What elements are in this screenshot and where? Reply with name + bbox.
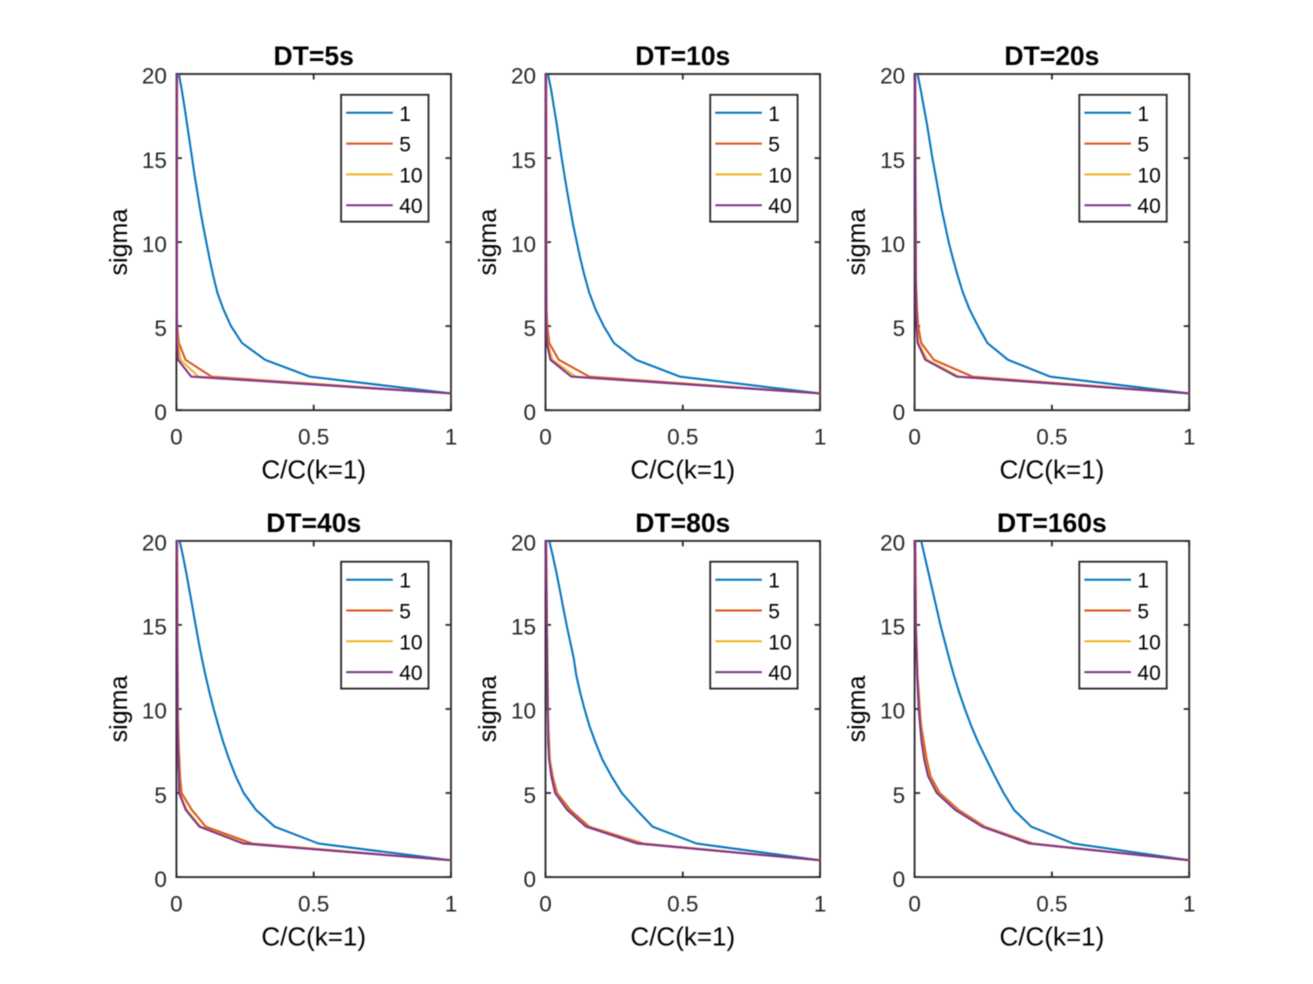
svg-text:DT=160s: DT=160s: [997, 508, 1107, 538]
svg-text:5: 5: [1137, 601, 1149, 624]
svg-text:10: 10: [511, 232, 536, 257]
svg-text:0: 0: [539, 425, 552, 450]
svg-text:10: 10: [142, 699, 167, 724]
svg-text:10: 10: [399, 164, 422, 187]
svg-text:0.5: 0.5: [298, 892, 329, 917]
svg-text:C/C(k=1): C/C(k=1): [1000, 922, 1105, 952]
svg-text:C/C(k=1): C/C(k=1): [630, 922, 735, 952]
svg-text:15: 15: [142, 615, 167, 640]
svg-text:0.5: 0.5: [667, 425, 698, 450]
svg-text:5: 5: [768, 601, 780, 624]
svg-text:1: 1: [768, 570, 780, 593]
svg-text:20: 20: [511, 64, 536, 89]
svg-text:5: 5: [399, 134, 411, 157]
svg-text:10: 10: [768, 631, 791, 654]
svg-text:5: 5: [523, 783, 536, 808]
svg-text:0: 0: [523, 400, 536, 425]
svg-text:0: 0: [539, 892, 552, 917]
svg-text:0.5: 0.5: [1036, 892, 1067, 917]
svg-text:C/C(k=1): C/C(k=1): [261, 922, 366, 952]
svg-text:10: 10: [1137, 631, 1160, 654]
svg-text:0: 0: [908, 425, 921, 450]
svg-text:40: 40: [768, 195, 791, 218]
svg-text:0.5: 0.5: [667, 892, 698, 917]
svg-text:5: 5: [523, 316, 536, 341]
svg-text:sigma: sigma: [843, 209, 871, 276]
svg-text:20: 20: [142, 64, 167, 89]
svg-text:0: 0: [170, 425, 183, 450]
svg-text:1: 1: [814, 425, 827, 450]
svg-text:0: 0: [523, 867, 536, 892]
svg-text:0: 0: [908, 892, 921, 917]
svg-text:1: 1: [445, 892, 458, 917]
svg-text:15: 15: [142, 148, 167, 173]
svg-text:15: 15: [880, 615, 905, 640]
svg-text:1: 1: [399, 103, 411, 126]
svg-text:DT=40s: DT=40s: [266, 508, 361, 538]
svg-text:0: 0: [893, 867, 906, 892]
svg-text:20: 20: [511, 531, 536, 556]
svg-text:10: 10: [399, 631, 422, 654]
svg-text:0.5: 0.5: [298, 425, 329, 450]
svg-text:15: 15: [880, 148, 905, 173]
svg-text:1: 1: [1137, 103, 1149, 126]
svg-text:sigma: sigma: [474, 209, 502, 276]
svg-text:C/C(k=1): C/C(k=1): [630, 455, 735, 485]
svg-text:20: 20: [880, 531, 905, 556]
svg-text:sigma: sigma: [105, 676, 133, 743]
svg-text:1: 1: [445, 425, 458, 450]
svg-text:40: 40: [399, 195, 422, 218]
svg-text:1: 1: [768, 103, 780, 126]
svg-text:sigma: sigma: [474, 676, 502, 743]
svg-text:1: 1: [814, 892, 827, 917]
svg-text:C/C(k=1): C/C(k=1): [1000, 455, 1105, 485]
svg-text:5: 5: [154, 783, 167, 808]
svg-text:5: 5: [154, 316, 167, 341]
svg-text:DT=5s: DT=5s: [274, 41, 354, 71]
svg-text:DT=80s: DT=80s: [635, 508, 730, 538]
svg-text:10: 10: [768, 164, 791, 187]
svg-text:0: 0: [154, 867, 167, 892]
svg-text:20: 20: [142, 531, 167, 556]
svg-text:10: 10: [880, 699, 905, 724]
svg-text:15: 15: [511, 615, 536, 640]
svg-text:0: 0: [154, 400, 167, 425]
svg-text:10: 10: [880, 232, 905, 257]
svg-text:15: 15: [511, 148, 536, 173]
svg-text:10: 10: [142, 232, 167, 257]
svg-text:5: 5: [1137, 134, 1149, 157]
svg-text:0: 0: [170, 892, 183, 917]
svg-text:5: 5: [893, 783, 906, 808]
svg-text:5: 5: [399, 601, 411, 624]
svg-text:10: 10: [511, 699, 536, 724]
svg-text:5: 5: [768, 134, 780, 157]
svg-text:0: 0: [893, 400, 906, 425]
svg-text:40: 40: [1137, 195, 1160, 218]
svg-text:1: 1: [1183, 892, 1196, 917]
svg-text:40: 40: [768, 662, 791, 685]
svg-text:1: 1: [1137, 570, 1149, 593]
svg-text:5: 5: [893, 316, 906, 341]
svg-text:DT=20s: DT=20s: [1004, 41, 1099, 71]
svg-text:1: 1: [399, 570, 411, 593]
svg-text:20: 20: [880, 64, 905, 89]
svg-text:40: 40: [399, 662, 422, 685]
svg-text:C/C(k=1): C/C(k=1): [261, 455, 366, 485]
svg-text:DT=10s: DT=10s: [635, 41, 730, 71]
svg-text:10: 10: [1137, 164, 1160, 187]
svg-text:40: 40: [1137, 662, 1160, 685]
svg-text:1: 1: [1183, 425, 1196, 450]
svg-text:sigma: sigma: [105, 209, 133, 276]
svg-text:0.5: 0.5: [1036, 425, 1067, 450]
svg-text:sigma: sigma: [843, 676, 871, 743]
